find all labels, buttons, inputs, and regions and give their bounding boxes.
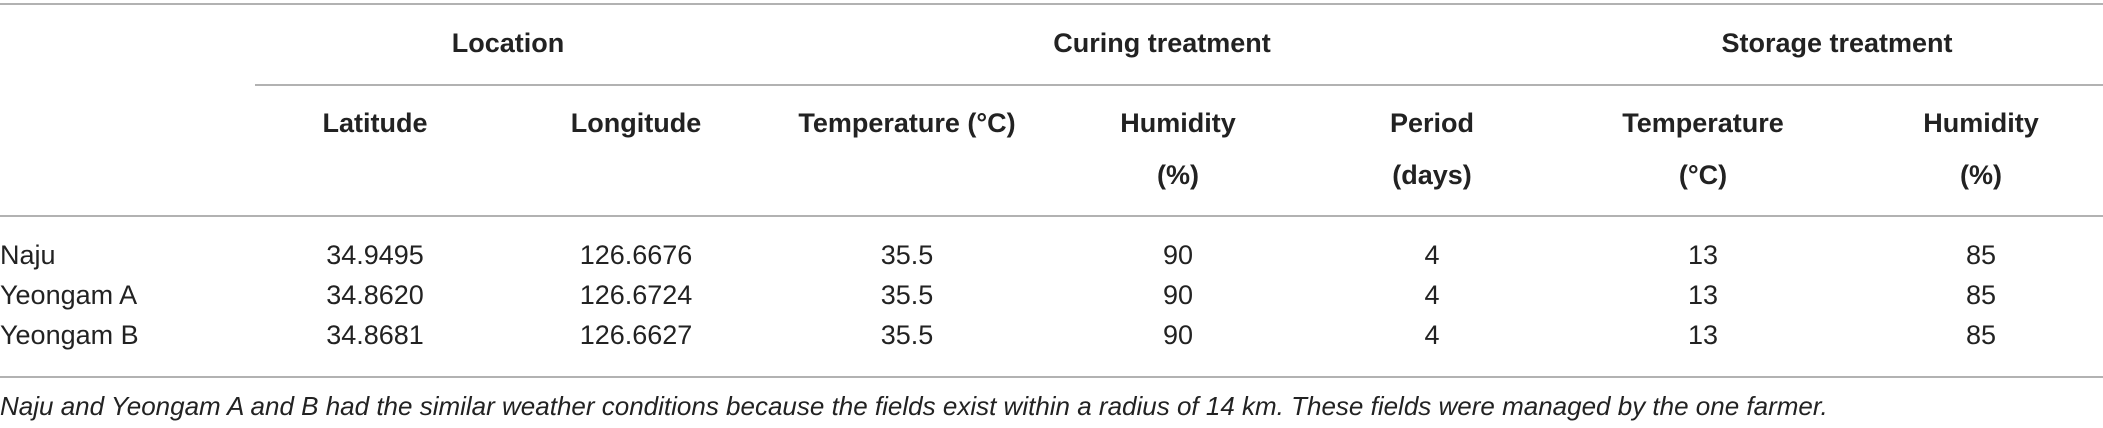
cell: 34.9495 bbox=[326, 240, 424, 270]
footnote: Naju and Yeongam A and B had the similar… bbox=[0, 391, 1828, 421]
column-header: (°C) bbox=[1679, 160, 1727, 190]
cell: 4 bbox=[1424, 280, 1439, 310]
column-header: Humidity bbox=[1120, 108, 1236, 138]
cell: 13 bbox=[1688, 240, 1718, 270]
cell: 35.5 bbox=[881, 280, 934, 310]
cell: 90 bbox=[1163, 320, 1193, 350]
column-header: (%) bbox=[1157, 160, 1199, 190]
column-header: Temperature (°C) bbox=[798, 108, 1015, 138]
cell: 4 bbox=[1424, 320, 1439, 350]
cell: 126.6724 bbox=[580, 280, 693, 310]
row-label: Yeongam A bbox=[0, 280, 137, 310]
column-header: Period bbox=[1390, 108, 1474, 138]
cell: 13 bbox=[1688, 320, 1718, 350]
cell: 126.6627 bbox=[580, 320, 693, 350]
cell: 90 bbox=[1163, 240, 1193, 270]
column-header: Temperature bbox=[1622, 108, 1784, 138]
cell: 85 bbox=[1966, 240, 1996, 270]
cell: 34.8681 bbox=[326, 320, 424, 350]
column-header: (days) bbox=[1392, 160, 1472, 190]
cell: 34.8620 bbox=[326, 280, 424, 310]
group-header: Curing treatment bbox=[1053, 28, 1271, 58]
cell: 4 bbox=[1424, 240, 1439, 270]
column-header: Latitude bbox=[323, 108, 428, 138]
cell: 35.5 bbox=[881, 320, 934, 350]
group-header: Location bbox=[452, 28, 565, 58]
cell: 85 bbox=[1966, 280, 1996, 310]
column-header: (%) bbox=[1960, 160, 2002, 190]
cell: 35.5 bbox=[881, 240, 934, 270]
row-label: Naju bbox=[0, 240, 56, 270]
cell: 126.6676 bbox=[580, 240, 693, 270]
group-header: Storage treatment bbox=[1721, 28, 1952, 58]
column-header: Longitude bbox=[571, 108, 701, 138]
cell: 85 bbox=[1966, 320, 1996, 350]
cell: 13 bbox=[1688, 280, 1718, 310]
row-label: Yeongam B bbox=[0, 320, 139, 350]
column-header: Humidity bbox=[1923, 108, 2039, 138]
cell: 90 bbox=[1163, 280, 1193, 310]
